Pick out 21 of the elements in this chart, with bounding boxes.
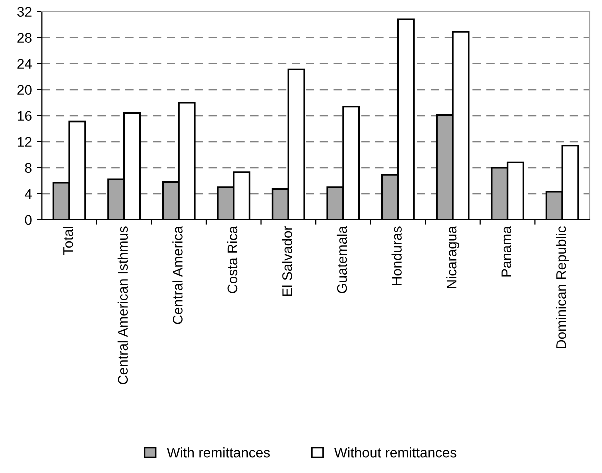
x-tick-label: Total [63,227,74,256]
x-tick-label: Costa Rica [227,226,238,294]
y-tick-label: 4 [25,189,32,199]
x-tick-label: El Salvador [282,226,292,296]
x-tick-label: Guatemala [336,226,348,294]
x-tick-label: Honduras [392,226,402,286]
y-tick-label: 12 [18,137,32,147]
y-tick-label: 20 [18,85,32,96]
y-tick-label: 8 [25,163,32,174]
y-tick-label: 16 [18,111,32,122]
legend-label: With remittances [167,448,270,458]
y-tick-label: 24 [18,59,32,69]
x-tick-label: Panama [502,226,512,277]
x-tick-label: Nicaragua [446,226,460,288]
x-tick-label: Central American Isthmus [118,226,128,384]
y-tick-label: 28 [18,33,32,44]
y-tick-label: 0 [25,215,32,226]
y-tick-label: 32 [18,7,32,17]
x-tick-label: Dominican Republic [556,226,570,349]
legend-label: Without remittances [334,448,457,458]
x-tick-label: Central America [172,226,183,324]
